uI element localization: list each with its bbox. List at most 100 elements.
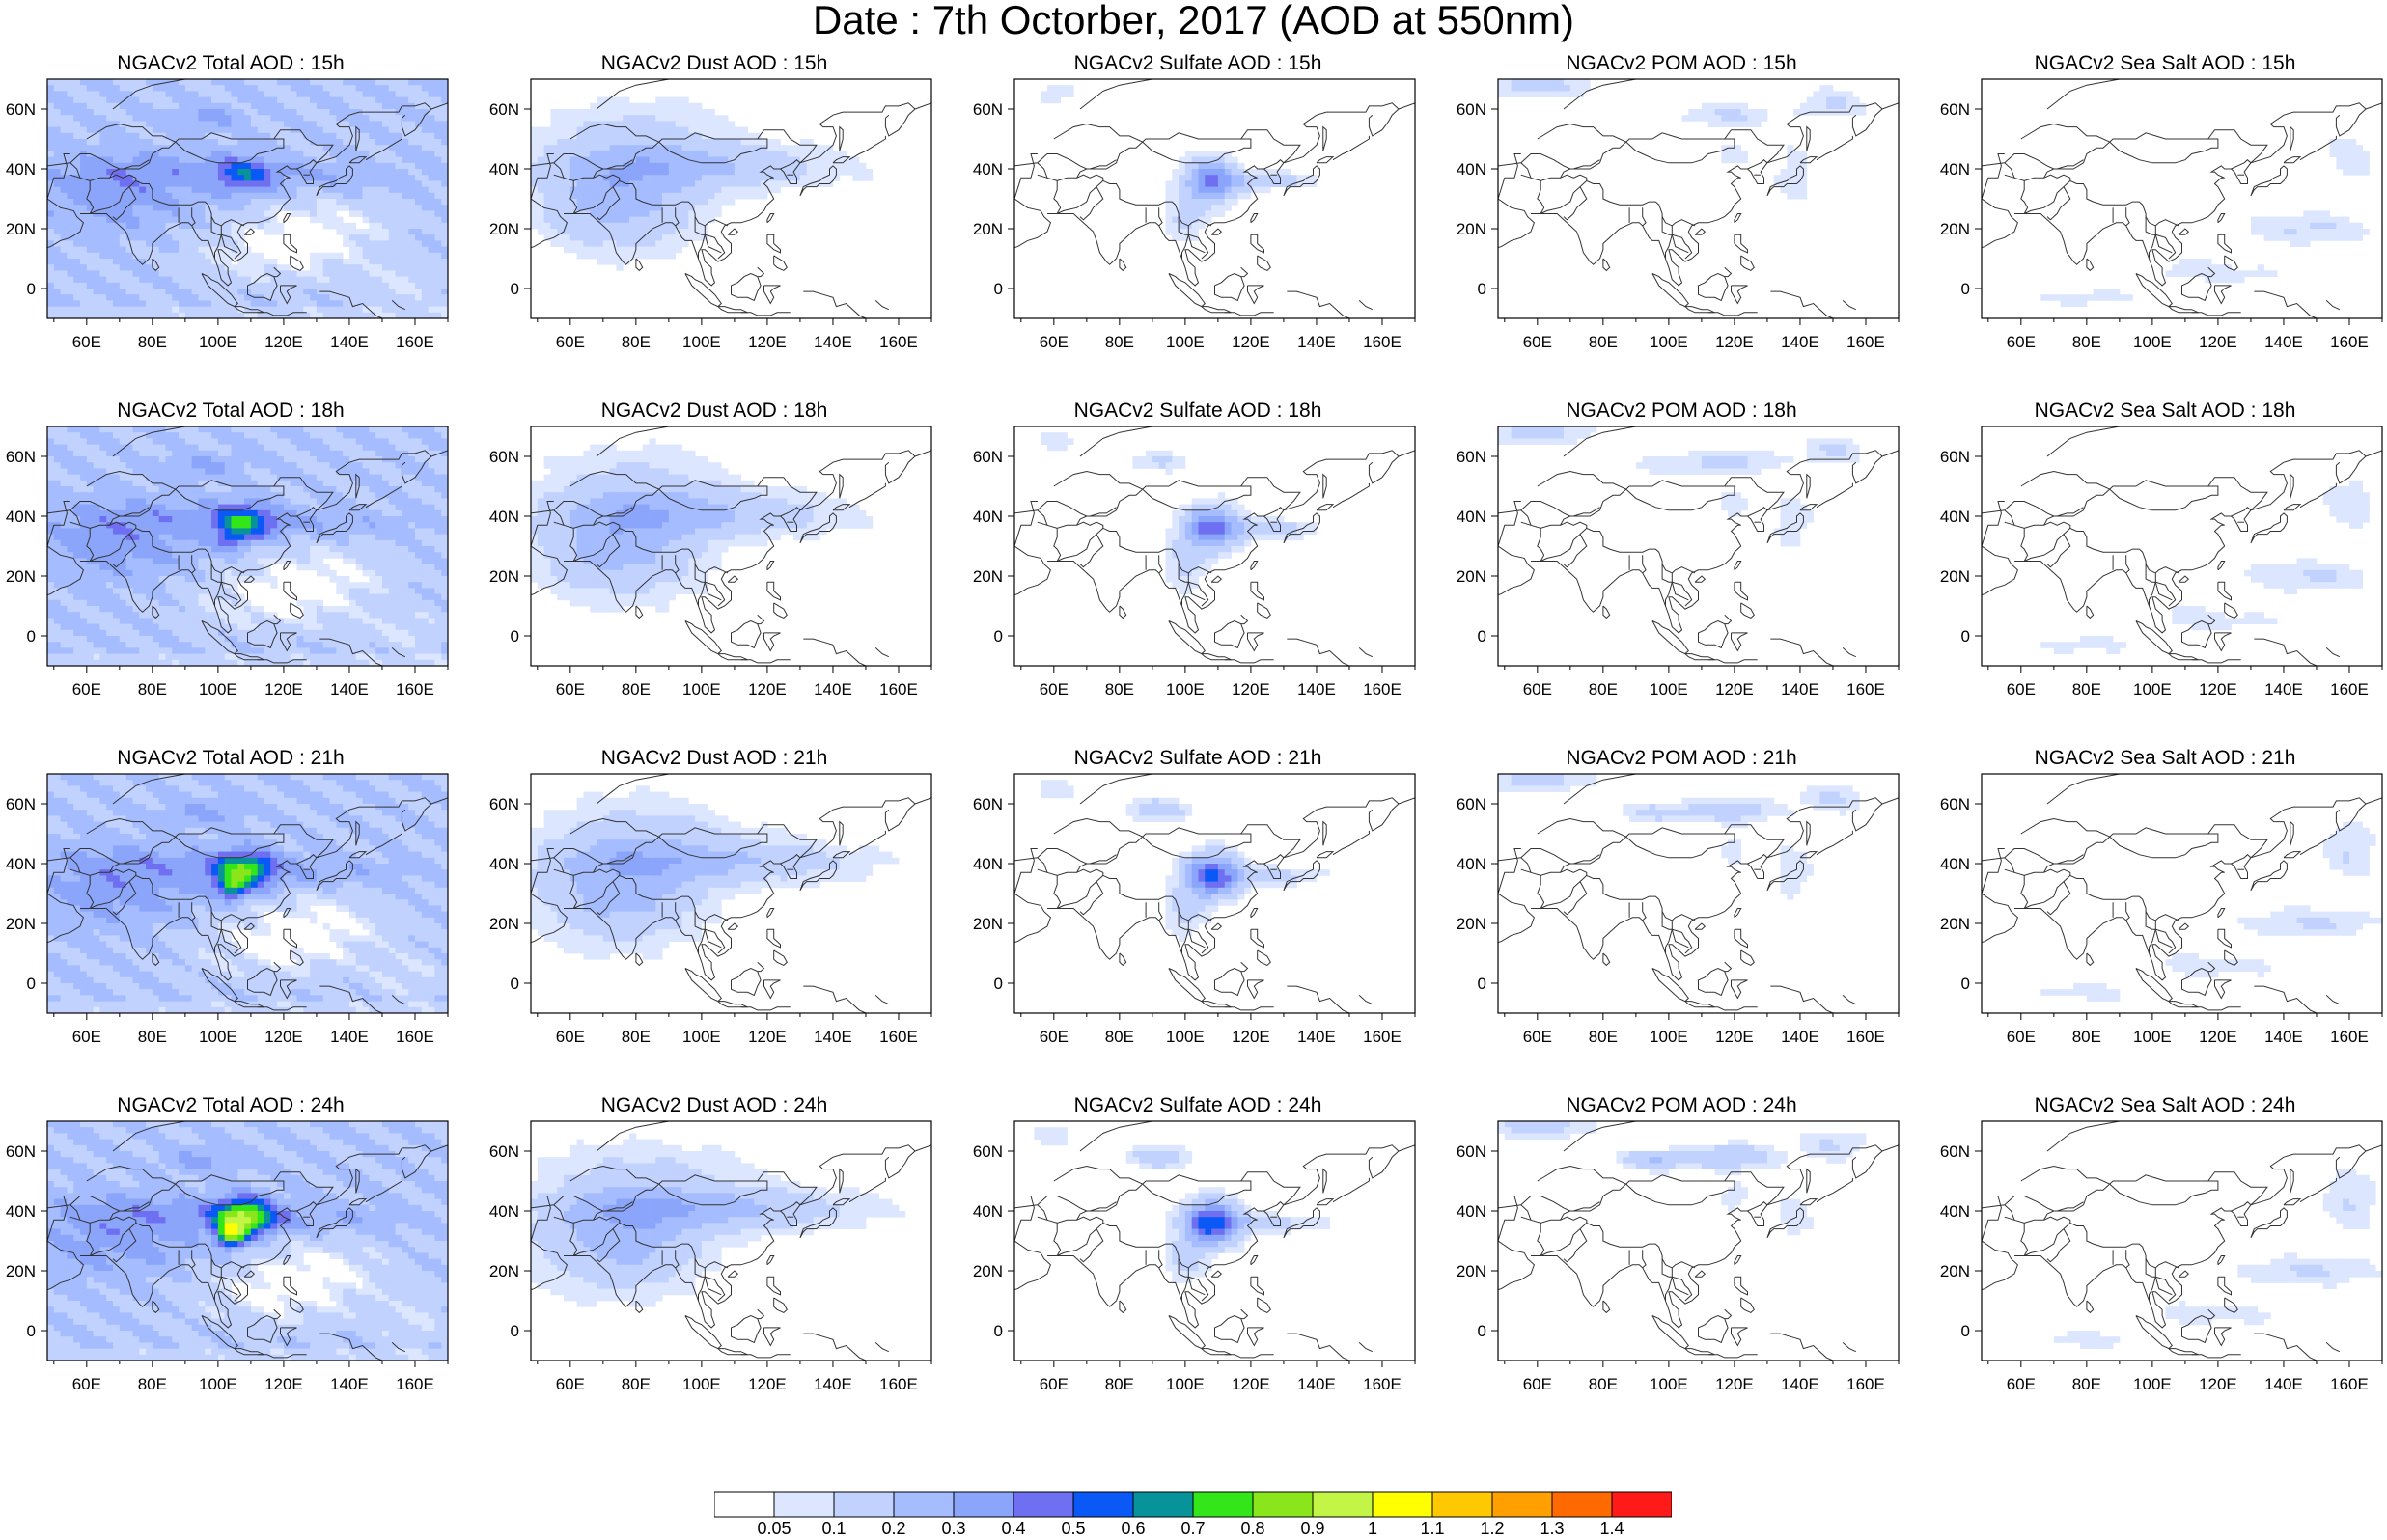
map-panel-total-3: NGACv2 Total AOD : 21h 60E 80E 100E 120E 140E…: [0, 747, 462, 1075]
colorbar-swatch: [953, 1491, 1014, 1518]
map-panel-seasalt-2: NGACv2 Sea Salt AOD : 18h 60E 80E 100E 120E 1…: [1933, 399, 2387, 728]
map-plot: 60E 80E 100E 120E 140E 160E 60N 40N 20N 0: [489, 426, 932, 699]
colorbar-swatch: [1611, 1491, 1673, 1518]
coastlines: [531, 79, 931, 318]
lat-tick-label: 20N: [6, 915, 36, 933]
lat-tick-label: 20N: [1940, 1262, 1970, 1280]
lat-tick-label: 0: [511, 975, 519, 993]
aod-field: [1498, 426, 1860, 547]
lat-tick-label: 40N: [6, 160, 36, 179]
panel-title: NGACv2 Sulfate AOD : 21h: [1073, 747, 1322, 769]
lon-tick-label: 160E: [879, 1028, 918, 1046]
aod-field: [531, 438, 874, 613]
lon-tick-label: 120E: [1715, 680, 1754, 699]
lon-tick-label: 140E: [1781, 333, 1819, 351]
lon-tick-label: 140E: [814, 680, 852, 699]
lon-tick-label: 140E: [2264, 333, 2303, 351]
lat-tick-label: 40N: [973, 1202, 1003, 1221]
map-panel-total-4: NGACv2 Total AOD : 24h 60E 80E 100E 120E 140E…: [0, 1094, 462, 1422]
lon-tick-label: 120E: [264, 333, 303, 351]
panel-title: NGACv2 Sea Salt AOD : 21h: [2034, 747, 2296, 769]
aod-field: [47, 1121, 448, 1361]
lat-tick-label: 20N: [489, 220, 519, 238]
colorbar-label: 0.6: [1121, 1519, 1146, 1538]
map-frame: [1981, 773, 2383, 1014]
colorbar-swatch: [1132, 1491, 1194, 1518]
map-panel-dust-3: NGACv2 Dust AOD : 21h 60E 80E 100E 120E 140E 1…: [483, 747, 946, 1075]
colorbar-swatch: [893, 1491, 955, 1518]
lat-tick-label: 60N: [1457, 448, 1486, 466]
panel-title: NGACv2 Sulfate AOD : 24h: [1073, 1094, 1322, 1116]
colorbar-swatch: [1491, 1491, 1553, 1518]
lon-tick-label: 60E: [72, 1028, 101, 1046]
map-panel-pom-3: NGACv2 POM AOD : 21h 60E 80E 100E 120E 140E 16…: [1450, 747, 1913, 1075]
lon-tick-label: 120E: [1232, 333, 1270, 351]
lat-tick-label: 0: [511, 627, 519, 646]
lon-tick-label: 120E: [2199, 1028, 2237, 1046]
lon-tick-label: 100E: [1650, 680, 1688, 699]
lon-tick-label: 160E: [879, 333, 918, 351]
aod-field: [2040, 480, 2370, 654]
lon-tick-label: 120E: [1715, 333, 1754, 351]
lon-tick-label: 80E: [622, 1375, 651, 1393]
colorbar-label: 1.3: [1540, 1519, 1565, 1538]
lat-tick-label: 60N: [973, 448, 1003, 466]
coastlines: [1498, 774, 1899, 1013]
lat-tick-label: 40N: [1940, 508, 1970, 526]
lat-tick-label: 40N: [1940, 160, 1970, 179]
map-frame: [1497, 426, 1900, 667]
lon-tick-label: 60E: [1040, 680, 1069, 699]
coastlines: [1498, 426, 1899, 666]
lat-tick-label: 40N: [1940, 1202, 1970, 1221]
lat-tick-label: 20N: [973, 220, 1003, 238]
coastlines: [1982, 774, 2382, 1013]
aod-field: [1041, 432, 1318, 594]
lon-tick-label: 160E: [2330, 680, 2369, 699]
lat-tick-label: 60N: [1940, 448, 1970, 466]
map-panel-pom-2: NGACv2 POM AOD : 18h 60E 80E 100E 120E 140E 16…: [1450, 399, 1913, 728]
lon-tick-label: 160E: [1363, 1375, 1402, 1393]
panel-title: NGACv2 Total AOD : 15h: [117, 52, 345, 74]
coastlines: [47, 79, 448, 318]
lat-tick-label: 20N: [1940, 915, 1970, 933]
lon-tick-label: 140E: [330, 1375, 369, 1393]
map-panel-seasalt-3: NGACv2 Sea Salt AOD : 21h 60E 80E 100E 120E 1…: [1933, 747, 2387, 1075]
lon-tick-label: 60E: [72, 680, 101, 699]
colorbar-swatch: [1252, 1491, 1314, 1518]
lat-tick-label: 0: [27, 1322, 36, 1340]
map-plot: 60E 80E 100E 120E 140E 160E 60N 40N 20N 0: [1940, 78, 2383, 351]
lon-tick-label: 80E: [1589, 1028, 1618, 1046]
colorbar-label: 0.4: [1001, 1519, 1026, 1538]
aod-field: [1498, 774, 1860, 900]
lat-tick-label: 0: [1478, 280, 1486, 298]
lat-tick-label: 20N: [973, 915, 1003, 933]
lon-tick-label: 100E: [1166, 680, 1205, 699]
lon-tick-label: 140E: [2264, 1375, 2303, 1393]
panel-title: NGACv2 POM AOD : 24h: [1566, 1094, 1797, 1116]
map-frame: [530, 78, 932, 319]
lat-tick-label: 40N: [973, 508, 1003, 526]
map-plot: 60E 80E 100E 120E 140E 160E 60N 40N 20N 0: [6, 78, 449, 351]
lat-tick-label: 0: [511, 1322, 519, 1340]
lat-tick-label: 20N: [1457, 1262, 1486, 1280]
colorbar-swatch: [1431, 1491, 1493, 1518]
map-panel-total-2: NGACv2 Total AOD : 18h 60E 80E 100E 120E 140E…: [0, 399, 462, 728]
lat-tick-label: 40N: [1457, 855, 1486, 873]
lon-tick-label: 60E: [2007, 680, 2036, 699]
lon-tick-label: 120E: [1232, 1028, 1270, 1046]
lon-tick-label: 120E: [1715, 1375, 1754, 1393]
lon-tick-label: 120E: [748, 1375, 787, 1393]
lon-tick-label: 140E: [1297, 333, 1336, 351]
aod-field: [531, 96, 874, 271]
panel-title: NGACv2 Total AOD : 21h: [117, 747, 345, 769]
map-frame: [1013, 1120, 1416, 1361]
lon-tick-label: 140E: [1297, 1375, 1336, 1393]
map-plot: 60E 80E 100E 120E 140E 160E 60N 40N 20N 0: [1457, 1120, 1900, 1393]
map-panel-sulfate-4: NGACv2 Sulfate AOD : 24h 60E 80E 100E 120E 14…: [966, 1094, 1429, 1422]
lon-tick-label: 100E: [1650, 1028, 1688, 1046]
lat-tick-label: 60N: [1940, 100, 1970, 119]
lon-tick-label: 80E: [622, 680, 651, 699]
map-frame: [1981, 78, 2383, 319]
colorbar-label: 0.7: [1180, 1519, 1206, 1538]
lon-tick-label: 100E: [1650, 1375, 1688, 1393]
